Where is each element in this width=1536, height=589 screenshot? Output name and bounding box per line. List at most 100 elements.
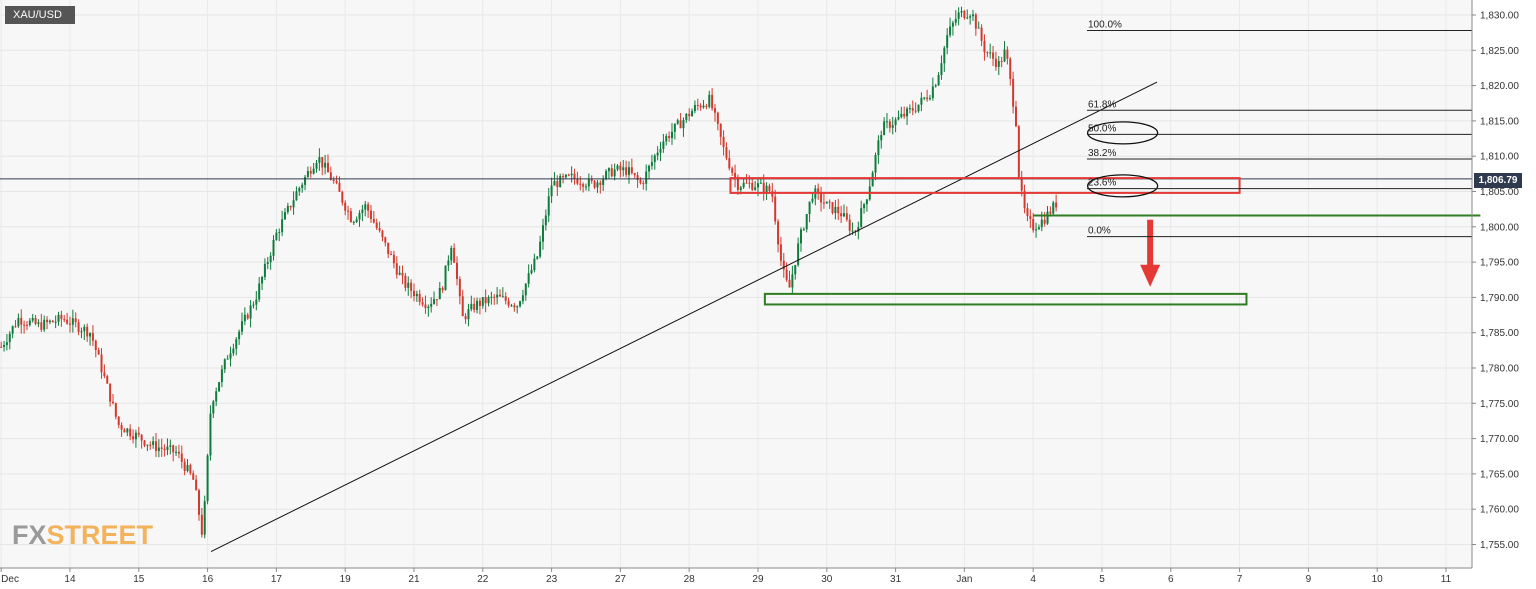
overlays: [0, 81, 1481, 553]
candle-body: [450, 247, 453, 261]
candle-body: [369, 210, 372, 219]
candle-body: [974, 14, 977, 29]
candle-body: [596, 182, 599, 188]
candle-body: [487, 297, 490, 304]
candle-body: [696, 104, 699, 106]
candle-body: [54, 321, 57, 323]
x-axis: Dec 14 15 16 17 19 21 22 23 27 28 29 30 31 Jan 4 5 6 7 9 10 1…: [0, 567, 1472, 585]
candle-body: [599, 182, 602, 185]
y-tick-label: 1,810.00: [1480, 152, 1519, 163]
trendline: [210, 81, 1158, 553]
candle-body: [785, 269, 788, 280]
candle-body: [794, 264, 797, 275]
candle-body: [622, 167, 625, 171]
candle-body: [897, 117, 900, 120]
candle-body: [5, 342, 8, 346]
x-tick-label: Jan: [956, 574, 972, 585]
candle-body: [312, 168, 315, 174]
candle-body: [209, 413, 212, 456]
candle-body: [865, 199, 868, 205]
candle-body: [828, 201, 831, 203]
candle-body: [820, 192, 823, 203]
candle-body: [607, 168, 610, 172]
y-tick-label: 1,790.00: [1480, 293, 1519, 304]
candle-body: [954, 18, 957, 23]
logo-part-fx: FX: [12, 520, 47, 550]
candle-body: [275, 232, 278, 240]
candle-body: [367, 204, 370, 211]
candle-body: [811, 198, 814, 202]
candle-body: [326, 162, 329, 173]
candle-body: [109, 383, 112, 402]
candle-body: [516, 306, 519, 308]
candle-body: [1014, 106, 1017, 127]
candle-body: [642, 183, 645, 185]
candle-body: [152, 441, 155, 445]
candle-body: [639, 180, 642, 184]
candle-body: [258, 283, 261, 300]
candle-body: [272, 239, 275, 256]
candle-body: [673, 123, 676, 132]
candle-body: [851, 230, 854, 232]
candle-body: [111, 401, 114, 404]
candle-body: [636, 175, 639, 181]
candle-body: [80, 331, 83, 333]
candle-body: [957, 12, 960, 19]
fib-label: 23.6%: [1088, 178, 1116, 189]
candle-body: [467, 309, 470, 320]
candle-body: [519, 301, 522, 307]
candle-body: [722, 136, 725, 148]
candle-body: [140, 434, 143, 441]
candle-body: [398, 272, 401, 275]
candle-body: [779, 244, 782, 261]
y-tick-label: 1,785.00: [1480, 328, 1519, 339]
candle-body: [989, 52, 992, 54]
candle-body: [1029, 216, 1032, 219]
candle-body: [731, 168, 734, 173]
candle-body: [183, 461, 186, 471]
candle-body: [252, 304, 255, 306]
x-tick-label: 23: [546, 574, 558, 585]
x-tick-label: 7: [1237, 574, 1243, 585]
candle-body: [375, 222, 378, 229]
candle-body: [338, 182, 341, 192]
candle-body: [235, 339, 238, 349]
candle-body: [739, 187, 742, 191]
candle-body: [539, 241, 542, 257]
candle-body: [166, 446, 169, 451]
candle-body: [544, 215, 547, 226]
y-tick-label: 1,815.00: [1480, 116, 1519, 127]
candle-body: [100, 354, 103, 373]
candle-body: [931, 86, 934, 99]
candle-body: [782, 260, 785, 270]
x-tick-label: 5: [1099, 574, 1105, 585]
y-tick-label: 1,825.00: [1480, 46, 1519, 57]
candle-body: [570, 173, 573, 176]
candle-body: [304, 176, 307, 185]
candle-body: [318, 157, 321, 163]
candle-body: [513, 305, 516, 308]
candle-body: [157, 447, 160, 451]
candle-body: [633, 173, 636, 176]
candle-body: [914, 110, 917, 112]
candle-body: [298, 187, 301, 192]
x-tick-label: 16: [202, 574, 214, 585]
candle-body: [160, 447, 163, 449]
candle-body: [232, 348, 235, 354]
x-tick-label: 21: [408, 574, 420, 585]
candle-body: [708, 94, 711, 107]
candle-body: [220, 369, 223, 383]
candle-body: [37, 322, 40, 324]
candle-body: [983, 40, 986, 53]
candle-body: [734, 172, 737, 179]
candle-body: [433, 299, 436, 304]
candle-body: [8, 333, 11, 343]
candle-body: [286, 205, 289, 213]
candle-body: [536, 256, 539, 259]
candle-body: [688, 113, 691, 117]
candle-body: [229, 353, 232, 359]
candle-body: [564, 174, 567, 178]
x-tick-label: 14: [64, 574, 76, 585]
candle-body: [699, 105, 702, 108]
